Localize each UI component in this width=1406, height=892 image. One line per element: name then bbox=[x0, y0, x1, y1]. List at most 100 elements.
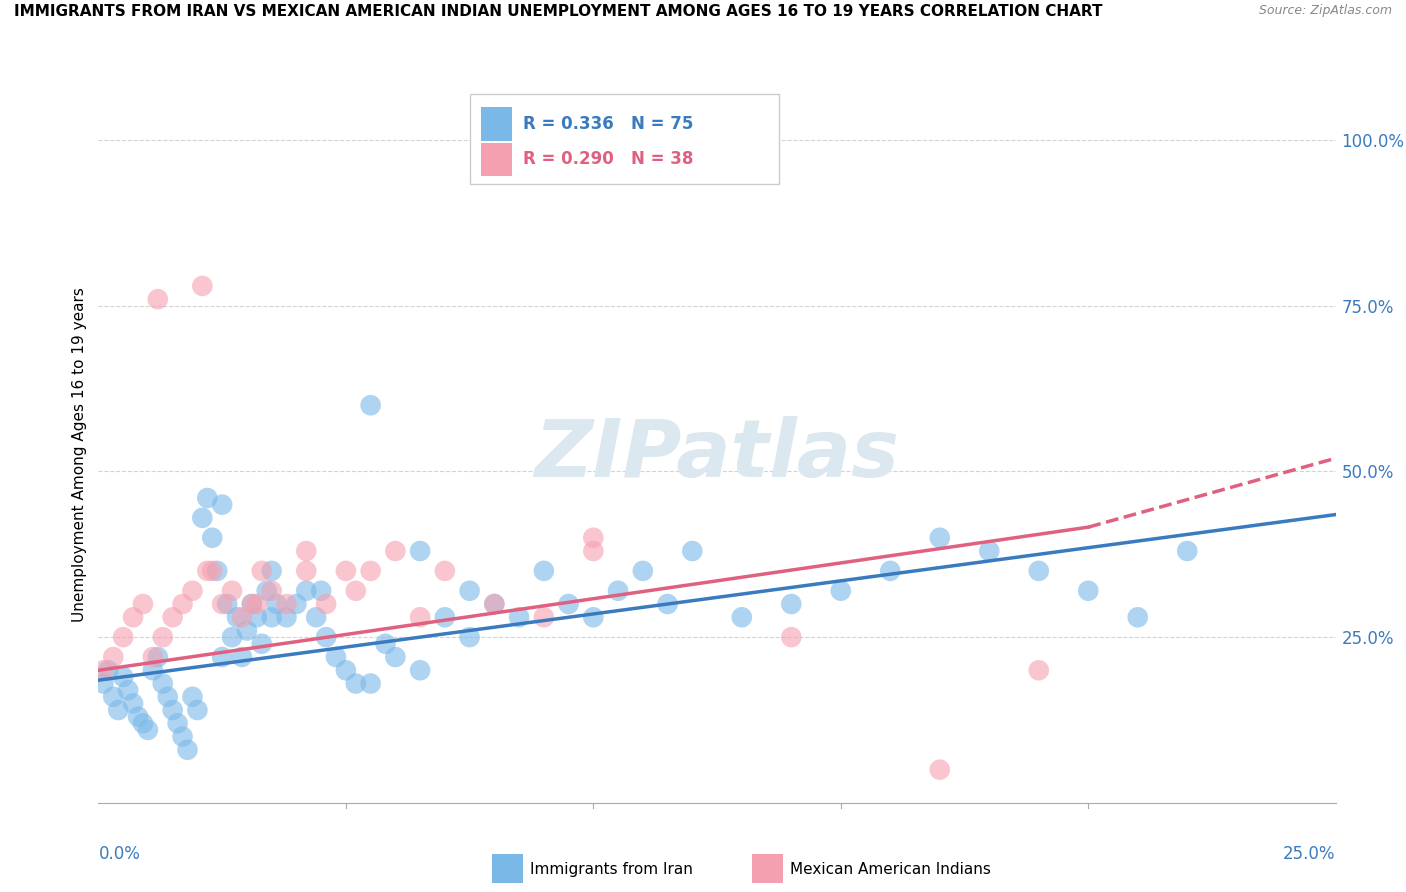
Point bbox=[928, 531, 950, 545]
Point bbox=[266, 597, 288, 611]
Point bbox=[211, 597, 233, 611]
Point bbox=[132, 597, 155, 611]
Point bbox=[928, 763, 950, 777]
Point bbox=[250, 564, 273, 578]
Point bbox=[231, 650, 253, 665]
Text: Source: ZipAtlas.com: Source: ZipAtlas.com bbox=[1258, 4, 1392, 18]
Point bbox=[97, 663, 120, 677]
Point bbox=[409, 544, 432, 558]
Point bbox=[186, 703, 208, 717]
Point bbox=[103, 690, 125, 704]
Point bbox=[260, 610, 283, 624]
Point bbox=[384, 650, 406, 665]
Point bbox=[295, 564, 318, 578]
Point bbox=[557, 597, 579, 611]
Point bbox=[979, 544, 1001, 558]
Point bbox=[335, 663, 357, 677]
Point bbox=[409, 663, 432, 677]
Point bbox=[657, 597, 679, 611]
Point bbox=[582, 531, 605, 545]
Point bbox=[1077, 583, 1099, 598]
Point bbox=[582, 544, 605, 558]
Point bbox=[582, 610, 605, 624]
Point bbox=[240, 597, 263, 611]
Point bbox=[211, 650, 233, 665]
Point bbox=[344, 676, 367, 690]
Point bbox=[285, 597, 308, 611]
Point bbox=[195, 491, 218, 505]
Point bbox=[631, 564, 654, 578]
Point bbox=[256, 583, 278, 598]
Point bbox=[117, 683, 139, 698]
Point bbox=[195, 564, 218, 578]
Point bbox=[1028, 564, 1050, 578]
Point bbox=[295, 544, 318, 558]
Point bbox=[780, 630, 803, 644]
Point bbox=[156, 690, 179, 704]
Point bbox=[246, 610, 269, 624]
Point bbox=[181, 583, 204, 598]
Text: 0.0%: 0.0% bbox=[98, 845, 141, 863]
Point bbox=[146, 292, 169, 306]
Point bbox=[1028, 663, 1050, 677]
Point bbox=[681, 544, 703, 558]
Point bbox=[409, 610, 432, 624]
Point bbox=[780, 597, 803, 611]
Point bbox=[152, 676, 174, 690]
Point bbox=[335, 564, 357, 578]
Point bbox=[260, 583, 283, 598]
Text: R = 0.290   N = 38: R = 0.290 N = 38 bbox=[523, 151, 693, 169]
Point bbox=[433, 564, 456, 578]
Point bbox=[360, 676, 382, 690]
Point bbox=[309, 583, 332, 598]
Point bbox=[879, 564, 901, 578]
Point bbox=[191, 279, 214, 293]
Point bbox=[731, 610, 754, 624]
Point bbox=[305, 610, 328, 624]
Point bbox=[172, 730, 194, 744]
Point bbox=[276, 597, 298, 611]
Point bbox=[127, 709, 149, 723]
Point bbox=[384, 544, 406, 558]
Text: Immigrants from Iran: Immigrants from Iran bbox=[530, 863, 693, 877]
Point bbox=[533, 610, 555, 624]
Text: IMMIGRANTS FROM IRAN VS MEXICAN AMERICAN INDIAN UNEMPLOYMENT AMONG AGES 16 TO 19: IMMIGRANTS FROM IRAN VS MEXICAN AMERICAN… bbox=[14, 4, 1102, 20]
Point bbox=[830, 583, 852, 598]
Point bbox=[107, 703, 129, 717]
Point bbox=[607, 583, 630, 598]
Point bbox=[93, 663, 115, 677]
Point bbox=[240, 597, 263, 611]
Point bbox=[103, 650, 125, 665]
Point bbox=[122, 610, 145, 624]
Point bbox=[276, 610, 298, 624]
Point bbox=[344, 583, 367, 598]
Point bbox=[533, 564, 555, 578]
Text: R = 0.336   N = 75: R = 0.336 N = 75 bbox=[523, 115, 693, 133]
Text: 25.0%: 25.0% bbox=[1284, 845, 1336, 863]
Point bbox=[458, 630, 481, 644]
Point bbox=[433, 610, 456, 624]
Point bbox=[315, 597, 337, 611]
Point bbox=[315, 630, 337, 644]
Point bbox=[191, 511, 214, 525]
Point bbox=[205, 564, 228, 578]
Point bbox=[221, 630, 243, 644]
Point bbox=[484, 597, 506, 611]
Point bbox=[325, 650, 347, 665]
Point bbox=[172, 597, 194, 611]
Point bbox=[246, 597, 269, 611]
Point bbox=[93, 676, 115, 690]
Point bbox=[132, 716, 155, 731]
Point bbox=[211, 498, 233, 512]
Point bbox=[295, 583, 318, 598]
Point bbox=[458, 583, 481, 598]
Point bbox=[360, 564, 382, 578]
Point bbox=[146, 650, 169, 665]
Y-axis label: Unemployment Among Ages 16 to 19 years: Unemployment Among Ages 16 to 19 years bbox=[72, 287, 87, 623]
Point bbox=[360, 398, 382, 412]
Point bbox=[142, 663, 165, 677]
Point bbox=[226, 610, 249, 624]
Point bbox=[260, 564, 283, 578]
Point bbox=[217, 597, 239, 611]
Point bbox=[221, 583, 243, 598]
